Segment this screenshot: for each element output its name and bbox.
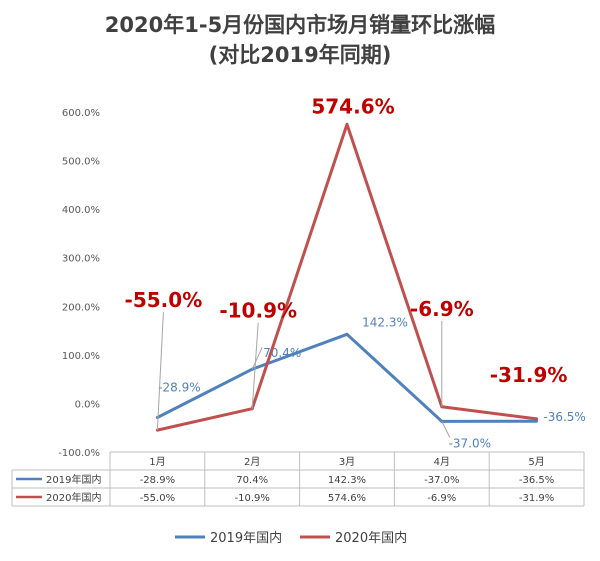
table-cell: -6.9% bbox=[427, 493, 456, 504]
y-tick-label: 500.0% bbox=[62, 157, 100, 168]
legend-label-2019: 2019年国内 bbox=[210, 530, 282, 546]
table-cell: 70.4% bbox=[236, 475, 268, 486]
data-label: -36.5% bbox=[543, 410, 585, 424]
label-leader-line bbox=[441, 421, 451, 438]
table-cell: 142.3% bbox=[328, 475, 366, 486]
data-label: -31.9% bbox=[490, 363, 568, 387]
label-leader-line bbox=[251, 322, 259, 409]
x-tick-label: 5月 bbox=[528, 456, 544, 468]
data-label: 142.3% bbox=[362, 315, 408, 329]
x-tick-label: 4月 bbox=[434, 456, 450, 468]
y-tick-label: 300.0% bbox=[62, 254, 100, 265]
series-line-2 bbox=[157, 122, 537, 432]
y-tick-label: -100.0% bbox=[58, 448, 100, 459]
data-point bbox=[535, 419, 539, 423]
table-cell: -10.9% bbox=[235, 493, 270, 504]
data-label: -55.0% bbox=[125, 288, 203, 312]
data-label: -37.0% bbox=[449, 436, 491, 450]
y-tick-label: 100.0% bbox=[62, 351, 100, 362]
y-tick-label: 400.0% bbox=[62, 205, 100, 216]
series-line-1 bbox=[156, 332, 537, 423]
x-tick-label: 1月 bbox=[149, 456, 165, 468]
table-row-header: 2019年国内 bbox=[46, 473, 101, 486]
data-label: -6.9% bbox=[410, 297, 474, 321]
chart-title: 2020年1-5月份国内市场月销量环比涨幅 bbox=[104, 13, 496, 37]
table-row-header: 2020年国内 bbox=[46, 491, 101, 504]
data-point bbox=[345, 332, 349, 336]
table-cell: -31.9% bbox=[519, 493, 554, 504]
x-tick-label: 3月 bbox=[339, 456, 355, 468]
data-label: -10.9% bbox=[219, 299, 297, 323]
chart-subtitle: (对比2019年同期) bbox=[208, 43, 392, 67]
y-tick-label: 0.0% bbox=[75, 399, 100, 410]
data-label: 574.6% bbox=[311, 94, 394, 118]
y-tick-label: 600.0% bbox=[62, 108, 100, 119]
table-cell: -55.0% bbox=[140, 493, 175, 504]
table-cell: -28.9% bbox=[140, 475, 175, 486]
data-label: -28.9% bbox=[158, 380, 200, 394]
data-point bbox=[535, 417, 539, 421]
label-leader-line bbox=[156, 312, 164, 431]
data-point bbox=[345, 122, 349, 126]
label-leader-line bbox=[251, 347, 263, 370]
table-cell: -36.5% bbox=[519, 475, 554, 486]
legend-label-2020: 2020年国内 bbox=[335, 530, 407, 546]
x-tick-label: 2月 bbox=[244, 456, 260, 468]
table-cell: 574.6% bbox=[328, 493, 366, 504]
y-tick-label: 200.0% bbox=[62, 302, 100, 313]
table-cell: -37.0% bbox=[424, 475, 459, 486]
